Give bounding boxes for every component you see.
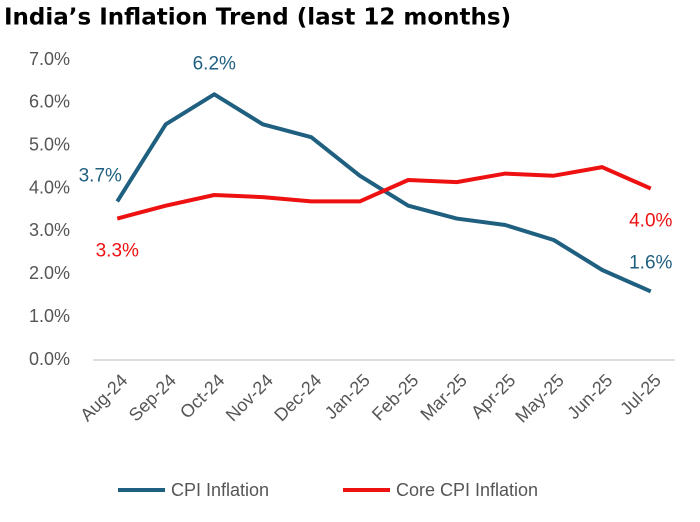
y-tick-label: 0.0% <box>29 349 70 369</box>
y-tick-label: 4.0% <box>29 177 70 197</box>
legend-label: Core CPI Inflation <box>396 480 538 500</box>
data-label: 6.2% <box>193 53 236 74</box>
legend-label: CPI Inflation <box>171 480 269 500</box>
y-tick-label: 1.0% <box>29 306 70 326</box>
series-line <box>116 165 652 221</box>
data-label: 3.3% <box>96 241 139 262</box>
y-tick-label: 5.0% <box>29 134 70 154</box>
data-label: 3.7% <box>79 165 122 186</box>
y-tick-label: 6.0% <box>29 92 70 112</box>
data-label: 1.6% <box>629 252 672 273</box>
y-tick-label: 3.0% <box>29 220 70 240</box>
chart-title: India’s Inflation Trend (last 12 months) <box>4 5 511 31</box>
data-label: 4.0% <box>629 211 672 232</box>
y-tick-label: 7.0% <box>29 49 70 69</box>
y-tick-label: 2.0% <box>29 263 70 283</box>
